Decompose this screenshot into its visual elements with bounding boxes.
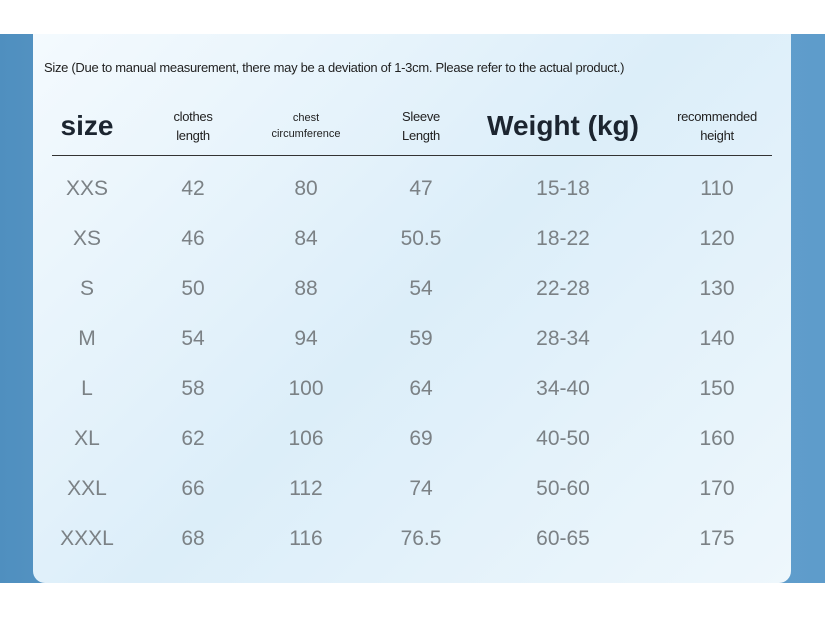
column-header: size xyxy=(61,110,114,142)
column-header: Weight (kg) xyxy=(487,110,639,142)
header-line: height xyxy=(700,128,734,143)
table-cell: 100 xyxy=(288,377,324,400)
table-cell: 110 xyxy=(700,177,734,200)
table-cell: 66 xyxy=(181,477,205,500)
table-cell: XXS xyxy=(65,177,109,200)
panel xyxy=(33,34,791,583)
table-cell: 59 xyxy=(409,327,433,350)
table-cell: M xyxy=(78,327,96,350)
table-cell: 22-28 xyxy=(536,277,590,300)
table-cell: 150 xyxy=(699,377,735,400)
table-cell: 170 xyxy=(699,477,735,500)
table-cell: 80 xyxy=(294,177,318,200)
table-cell: 40-50 xyxy=(536,427,590,450)
note: Size (Due to manual measurement, there m… xyxy=(44,60,625,75)
table-cell: 140 xyxy=(699,327,735,350)
table-cell: 94 xyxy=(294,327,318,350)
table-cell: 15-18 xyxy=(536,177,590,200)
table-cell: 64 xyxy=(409,377,433,400)
table-cell: 116 xyxy=(289,527,323,550)
table-cell: 46 xyxy=(181,227,205,250)
header-line: length xyxy=(176,128,210,143)
header-line: clothes xyxy=(173,109,213,124)
table-cell: XS xyxy=(72,227,102,250)
table-cell: XXXL xyxy=(60,527,114,550)
table-cell: 68 xyxy=(181,527,205,550)
table-cell: 120 xyxy=(699,227,735,250)
table-cell: 18-22 xyxy=(536,227,590,250)
header-line: recommended xyxy=(677,109,757,124)
column-header: Sleeve Length xyxy=(402,107,440,145)
table-cell: 88 xyxy=(294,277,318,300)
table-cell: XXL xyxy=(67,477,107,500)
table-cell: 54 xyxy=(409,277,433,300)
table-cell: 47 xyxy=(409,177,433,200)
table-cell: 175 xyxy=(699,527,735,550)
table-cell: 28-34 xyxy=(536,327,590,350)
header-line: chest xyxy=(292,112,320,124)
table-cell: L xyxy=(81,377,93,400)
table-cell: 160 xyxy=(699,427,735,450)
header-line: Length xyxy=(402,128,440,143)
table-cell: 76.5 xyxy=(400,527,442,550)
table-cell: 42 xyxy=(181,177,205,200)
header-rule xyxy=(52,155,772,156)
table-cell: 130 xyxy=(699,277,735,300)
header-line: Weight (kg) xyxy=(487,110,639,141)
header-line: Sleeve xyxy=(402,109,440,124)
table-cell: 60-65 xyxy=(536,527,590,550)
table-cell: 62 xyxy=(181,427,205,450)
table-cell: 106 xyxy=(288,427,324,450)
table-cell: 50 xyxy=(181,277,205,300)
column-header: clothes length xyxy=(173,107,212,145)
table-cell: 58 xyxy=(181,377,205,400)
table-cell: S xyxy=(79,277,95,300)
table-cell: 74 xyxy=(409,477,433,500)
table-cell: 54 xyxy=(181,327,205,350)
table-cell: 50.5 xyxy=(400,227,442,250)
table-cell: XL xyxy=(74,427,100,450)
column-header: chest circumference xyxy=(271,110,340,142)
header-line: size xyxy=(60,110,114,141)
table-cell: 34-40 xyxy=(536,377,590,400)
table-cell: 50-60 xyxy=(536,477,590,500)
table-cell: 112 xyxy=(289,477,323,500)
header-line: circumference xyxy=(271,128,341,140)
table-cell: 69 xyxy=(409,427,433,450)
column-header: recommended height xyxy=(677,107,757,145)
table-cell: 84 xyxy=(294,227,318,250)
